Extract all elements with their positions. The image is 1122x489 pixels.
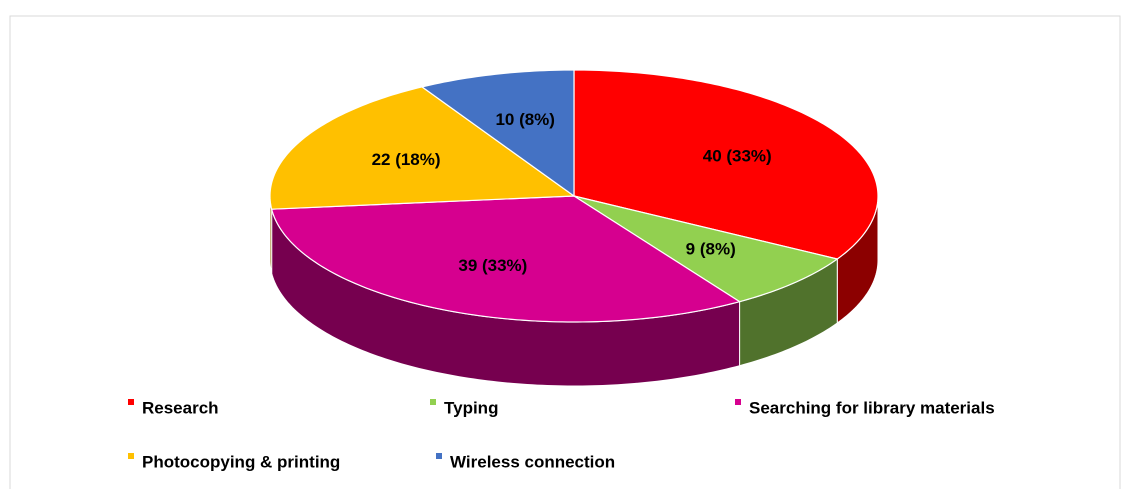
legend-swatch (430, 399, 436, 405)
data-label: 40 (33%) (703, 146, 772, 165)
legend-swatch (128, 453, 134, 459)
legend-label: Research (142, 398, 219, 417)
legend-label: Typing (444, 398, 498, 417)
legend-label: Photocopying & printing (142, 452, 340, 471)
legend-label: Wireless connection (450, 452, 615, 471)
slice (269, 86, 576, 210)
slice (573, 195, 839, 303)
legend-swatch (128, 399, 134, 405)
data-label: 22 (18%) (372, 150, 441, 169)
slice (420, 69, 575, 198)
legend-label: Searching for library materials (749, 398, 995, 417)
slice (270, 195, 742, 323)
data-label: 10 (8%) (495, 110, 555, 129)
data-label: 9 (8%) (686, 239, 736, 258)
legend-swatch (436, 453, 442, 459)
legend-swatch (735, 399, 741, 405)
slice (573, 69, 879, 260)
data-label: 39 (33%) (458, 256, 527, 275)
